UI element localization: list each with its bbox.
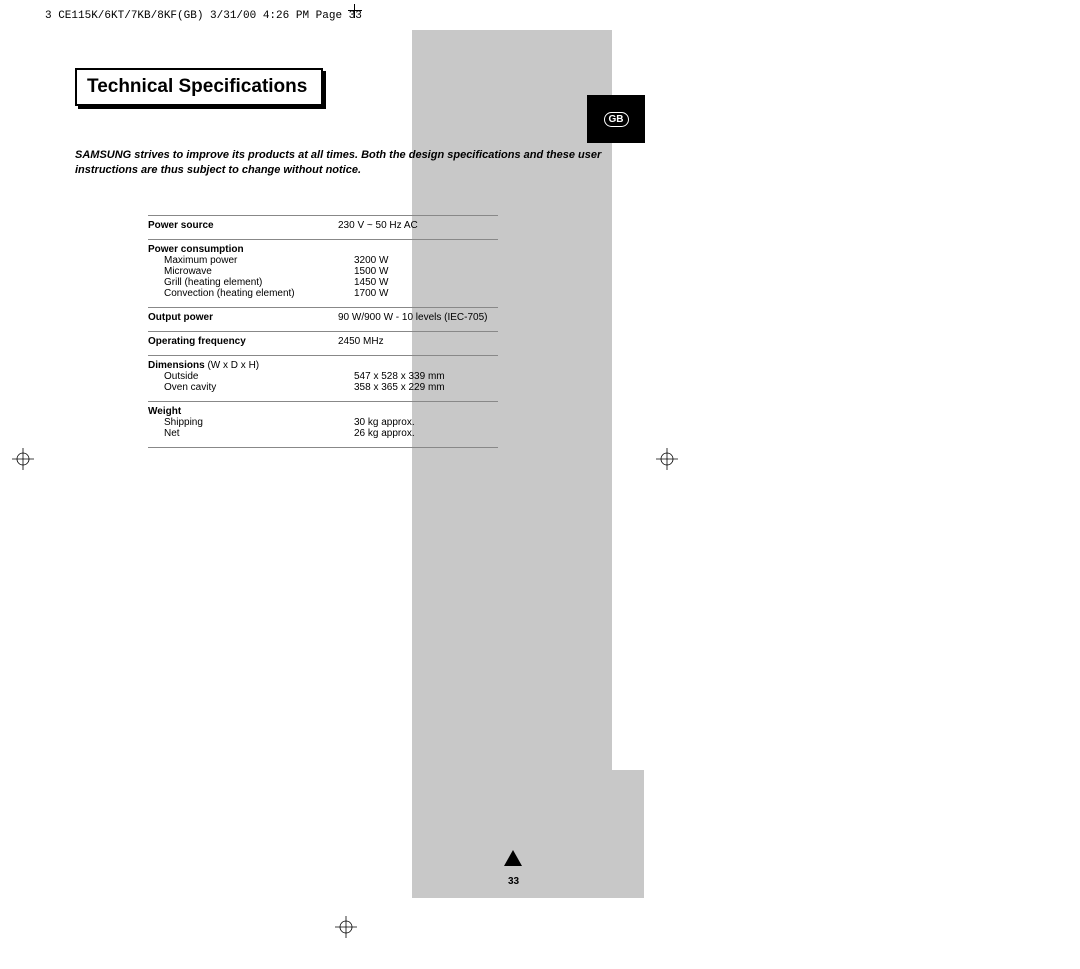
page-title: Technical Specifications — [87, 76, 307, 97]
table-row: Outside 547 x 528 x 339 mm — [148, 371, 498, 382]
table-row: Oven cavity 358 x 365 x 229 mm — [148, 382, 498, 393]
spec-sublabel: Outside — [148, 371, 354, 382]
spec-section-dimensions: Dimensions (W x D x H) Outside 547 x 528… — [148, 355, 498, 401]
table-row: Net 26 kg approx. — [148, 428, 498, 439]
spec-value: 3200 W — [354, 255, 498, 266]
table-row: Convection (heating element) 1700 W — [148, 288, 498, 299]
spec-section-weight: Weight Shipping 30 kg approx. Net 26 kg … — [148, 401, 498, 448]
spec-sublabel: Maximum power — [148, 255, 354, 266]
spec-value: 30 kg approx. — [354, 417, 498, 428]
table-row: Shipping 30 kg approx. — [148, 417, 498, 428]
language-badge-label: GB — [604, 112, 629, 127]
page-title-box: Technical Specifications — [75, 68, 323, 106]
crop-mark-top — [350, 6, 360, 16]
spec-table: Power source 230 V ~ 50 Hz AC Power cons… — [148, 215, 498, 448]
intro-paragraph: SAMSUNG strives to improve its products … — [75, 148, 610, 179]
spec-section-output-power: Output power 90 W/900 W - 10 levels (IEC… — [148, 307, 498, 331]
spec-label: Power consumption — [148, 244, 338, 255]
spec-label: Power source — [148, 220, 338, 231]
triangle-icon — [504, 850, 522, 866]
spec-label: Output power — [148, 312, 338, 323]
background-block-bottom — [412, 770, 644, 898]
table-row: Power consumption — [148, 244, 498, 255]
table-row: Output power 90 W/900 W - 10 levels (IEC… — [148, 312, 498, 323]
spec-value: 1450 W — [354, 277, 498, 288]
table-row: Dimensions (W x D x H) — [148, 360, 498, 371]
spec-sublabel: Shipping — [148, 417, 354, 428]
registration-mark-icon — [335, 916, 357, 938]
table-row: Microwave 1500 W — [148, 266, 498, 277]
spec-value: 358 x 365 x 229 mm — [354, 382, 498, 393]
table-row: Operating frequency 2450 MHz — [148, 336, 498, 347]
table-row: Grill (heating element) 1450 W — [148, 277, 498, 288]
spec-section-power-consumption: Power consumption Maximum power 3200 W M… — [148, 239, 498, 307]
registration-mark-icon — [12, 448, 34, 470]
table-row: Weight — [148, 406, 498, 417]
page-header-meta: 3 CE115K/6KT/7KB/8KF(GB) 3/31/00 4:26 PM… — [45, 10, 362, 22]
spec-value — [338, 406, 498, 417]
spec-value: 1700 W — [354, 288, 498, 299]
table-row: Maximum power 3200 W — [148, 255, 498, 266]
spec-value: 1500 W — [354, 266, 498, 277]
table-row: Power source 230 V ~ 50 Hz AC — [148, 220, 498, 231]
page-number: 33 — [508, 876, 519, 887]
spec-value — [338, 244, 498, 255]
spec-label: Weight — [148, 406, 338, 417]
spec-sublabel: Convection (heating element) — [148, 288, 354, 299]
spec-label: Operating frequency — [148, 336, 338, 347]
spec-value: 90 W/900 W - 10 levels (IEC-705) — [338, 312, 498, 323]
language-badge: GB — [587, 95, 645, 143]
spec-value — [338, 360, 498, 371]
spec-section-operating-frequency: Operating frequency 2450 MHz — [148, 331, 498, 355]
spec-value: 230 V ~ 50 Hz AC — [338, 220, 498, 231]
registration-mark-icon — [656, 448, 678, 470]
spec-sublabel: Net — [148, 428, 354, 439]
spec-value: 26 kg approx. — [354, 428, 498, 439]
spec-sublabel: Microwave — [148, 266, 354, 277]
spec-sublabel: Grill (heating element) — [148, 277, 354, 288]
spec-label: Dimensions (W x D x H) — [148, 360, 338, 371]
spec-value: 547 x 528 x 339 mm — [354, 371, 498, 382]
spec-value: 2450 MHz — [338, 336, 498, 347]
spec-sublabel: Oven cavity — [148, 382, 354, 393]
spec-section-power-source: Power source 230 V ~ 50 Hz AC — [148, 215, 498, 239]
